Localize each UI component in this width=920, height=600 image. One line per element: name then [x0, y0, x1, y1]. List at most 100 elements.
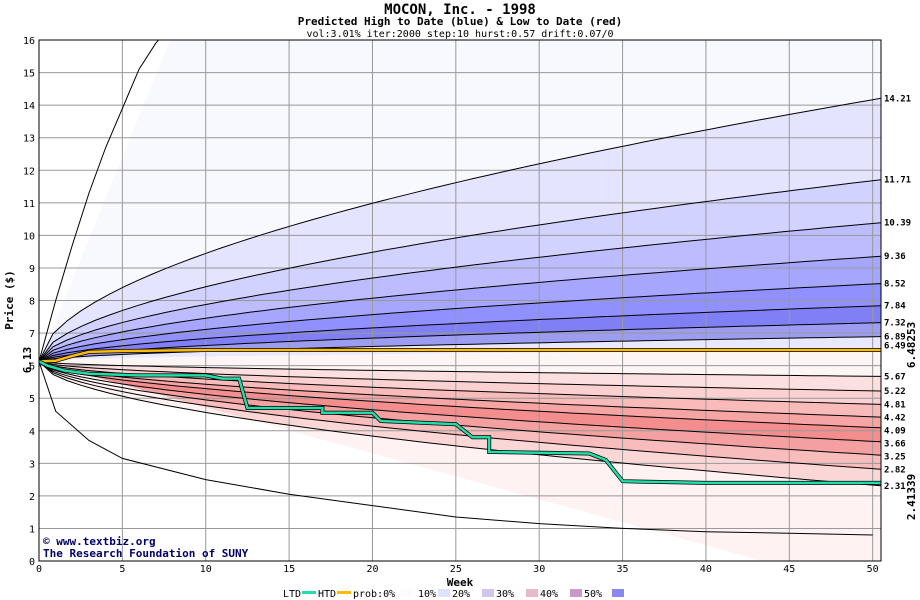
x-tick-label: 0: [36, 564, 42, 575]
band-curve-lower: [39, 360, 881, 418]
x-tick-label: 10: [200, 564, 212, 575]
x-tick-label: 50: [867, 564, 879, 575]
y-tick-label: 2: [29, 492, 35, 503]
band-fill-lower-5: [39, 361, 881, 456]
band-fill-upper-0: [39, 98, 881, 362]
y-tick-label: 6: [29, 362, 35, 373]
legend-htd-label: HTD: [318, 589, 336, 600]
band-curve-upper: [39, 179, 881, 362]
y-tick-label: 12: [23, 166, 35, 177]
band-curve-upper: [39, 255, 881, 362]
plot-area: 0 5 10 15 20 25 30 35 40 45 5001234567891011121314…: [23, 36, 911, 575]
y-tick-label: 15: [23, 69, 35, 80]
band-curve-lower: [39, 360, 881, 443]
band-fill-upper-3: [39, 256, 881, 362]
legend-p30-label: 30%: [496, 589, 514, 600]
plot-clip-group: [39, 40, 881, 561]
mid-band-end-label: 6.49: [884, 342, 906, 352]
credit-url: © www.textbiz.org: [43, 535, 156, 548]
outer-lower-curve: [39, 361, 873, 536]
band-fill-lower-6: [39, 361, 881, 470]
upper-band-end-label: 9.36: [884, 252, 906, 262]
y-tick-label: 8: [29, 297, 35, 308]
ltd-final-label: 2.41339: [905, 474, 918, 520]
credit-org: The Research Foundation of SUNY: [43, 547, 249, 560]
y-tick-label: 14: [23, 101, 35, 112]
lower-band-end-label: 5.22: [884, 387, 906, 397]
legend-swatch-0: [400, 589, 412, 597]
lower-band-end-label: 4.42: [884, 413, 906, 423]
legend-p20-label: 20%: [452, 589, 470, 600]
legend-swatch-50: [612, 589, 624, 597]
x-tick-label: 15: [283, 564, 295, 575]
legend-ltd-swatch: [302, 591, 316, 594]
band-curve-lower: [39, 361, 881, 470]
y-axis-label: Price ($): [3, 270, 16, 330]
band-curve-upper: [39, 97, 881, 362]
x-axis-label: Week: [447, 576, 474, 589]
legend: LTD HTD prob:0% 10% 20% 30% 40% 50%: [283, 589, 624, 600]
y-tick-label: 7: [29, 329, 35, 340]
y-tick-label: 11: [23, 199, 35, 210]
upper-band-end-label: 14.21: [884, 94, 911, 104]
credit-url-text: www.textbiz.org: [56, 535, 155, 548]
outer-upper-curve: [39, 40, 160, 362]
x-tick-label: 40: [700, 564, 712, 575]
legend-swatch-20: [482, 589, 494, 597]
band-fill-upper-2: [39, 222, 881, 362]
y-tick-label: 10: [23, 231, 35, 242]
lower-band-end-label: 4.09: [884, 426, 906, 436]
band-fill-upper-1: [39, 179, 881, 362]
band-curve-upper: [39, 222, 881, 362]
upper-band-end-label: 10.39: [884, 219, 911, 229]
band-curve-lower: [39, 360, 881, 392]
legend-swatch-10: [438, 589, 450, 597]
htd-final-label: 6.48253: [905, 322, 918, 368]
x-tick-label: 30: [533, 564, 545, 575]
band-fill-lower-3: [39, 361, 881, 428]
chart-title: MOCON, Inc. - 1998: [384, 2, 536, 18]
htd-series-line: [39, 348, 881, 363]
x-tick-label: 45: [783, 564, 795, 575]
band-fill-lower-outer: [39, 361, 881, 561]
band-curve-upper: [39, 283, 881, 362]
y-tick-label: 5: [29, 394, 35, 405]
upper-band-end-label: 8.52: [884, 280, 906, 290]
legend-p40-label: 40%: [540, 589, 558, 600]
upper-band-end-label: 7.84: [884, 302, 906, 312]
y-tick-label: 1: [29, 524, 35, 535]
lower-band-end-label: 5.67: [884, 372, 906, 382]
legend-prob-label: prob:0%: [353, 589, 395, 600]
chart-subtitle: Predicted High to Date (blue) & Low to D…: [298, 15, 623, 28]
y-tick-label: 13: [23, 134, 35, 145]
band-fill-lower-7: [39, 361, 881, 486]
legend-swatch-30: [526, 589, 538, 597]
y-tick-label: 4: [29, 427, 35, 438]
upper-band-end-label: 11.71: [884, 176, 911, 186]
lower-band-end-label: 2.82: [884, 465, 906, 475]
band-fill-upper-outer: [39, 40, 881, 362]
lower-band-end-label: 3.25: [884, 452, 906, 462]
y-tick-label: 9: [29, 264, 35, 275]
x-tick-label: 25: [450, 564, 462, 575]
x-tick-label: 35: [617, 564, 629, 575]
band-fill-upper-4: [39, 283, 881, 362]
band-curve-lower: [39, 360, 881, 377]
start-price-label: 6.13: [21, 347, 34, 374]
plot-frame: [38, 39, 882, 562]
band-fill-lower-2: [39, 361, 881, 418]
y-tick-label: 3: [29, 459, 35, 470]
lower-band-end-label: 2.31: [884, 482, 906, 492]
chart-params: vol:3.01% iter:2000 step:10 hurst:0.57 d…: [306, 29, 613, 40]
band-fill-lower-1: [39, 361, 881, 405]
upper-band-end-label: 7.32: [884, 319, 906, 329]
band-fill-lower-4: [39, 361, 881, 442]
band-fill-mid: [39, 349, 881, 377]
y-tick-label: 0: [29, 557, 35, 568]
x-tick-label: 20: [366, 564, 378, 575]
band-curve-upper: [39, 322, 881, 362]
legend-swatch-40: [570, 589, 582, 597]
legend-ltd-label: LTD: [283, 589, 301, 600]
lower-band-end-label: 3.66: [884, 439, 906, 449]
